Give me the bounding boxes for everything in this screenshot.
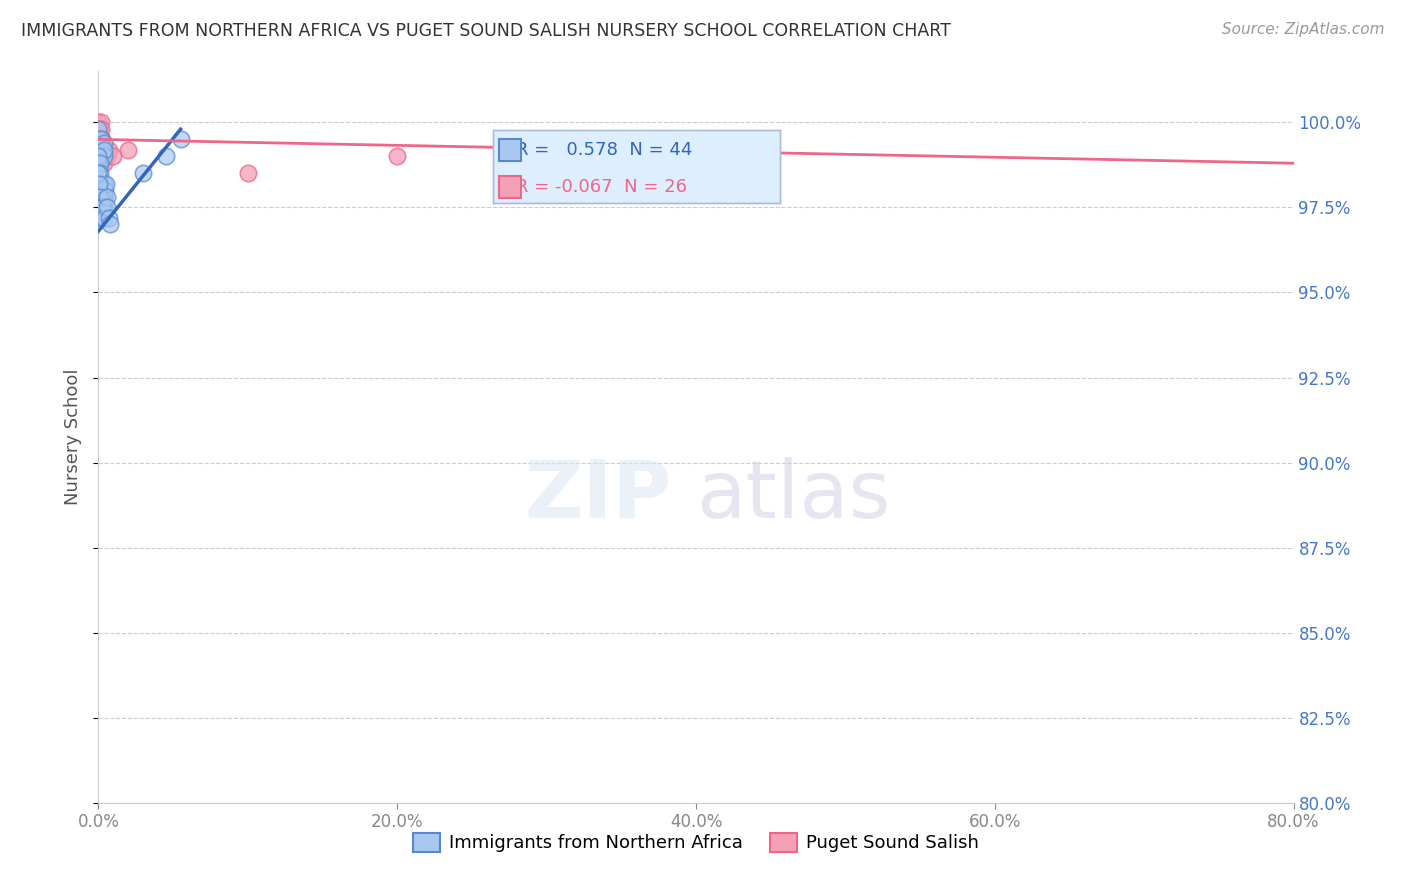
Point xyxy=(87,122,110,136)
Point xyxy=(94,177,117,191)
Point xyxy=(89,166,111,180)
Point xyxy=(385,149,409,163)
Point xyxy=(87,143,110,157)
Point xyxy=(89,177,111,191)
Point xyxy=(96,201,118,215)
Point xyxy=(89,122,111,136)
Point xyxy=(93,149,115,163)
Point xyxy=(91,139,114,153)
Point xyxy=(236,166,259,180)
Point xyxy=(90,132,112,146)
Point xyxy=(90,190,112,204)
Text: ZIP: ZIP xyxy=(524,457,672,534)
Point xyxy=(97,211,120,225)
Point xyxy=(155,149,177,163)
Point xyxy=(89,166,111,180)
Point xyxy=(90,183,112,197)
Point xyxy=(89,122,111,136)
Point xyxy=(87,156,110,170)
Point xyxy=(90,201,112,215)
Point xyxy=(90,132,112,146)
Point xyxy=(87,166,110,180)
Point xyxy=(93,201,115,215)
Point xyxy=(87,115,110,129)
Point xyxy=(89,132,111,146)
Point xyxy=(93,149,115,163)
Point xyxy=(90,177,112,191)
Point xyxy=(97,143,120,157)
Text: Source: ZipAtlas.com: Source: ZipAtlas.com xyxy=(1222,22,1385,37)
Point xyxy=(89,183,111,197)
Point xyxy=(90,201,112,215)
Point xyxy=(93,143,115,157)
Text: atlas: atlas xyxy=(696,457,890,534)
Point xyxy=(91,183,114,197)
Point xyxy=(89,143,111,157)
Point xyxy=(90,149,112,163)
Point xyxy=(87,122,110,136)
Point xyxy=(93,190,115,204)
Point xyxy=(89,156,111,170)
Point xyxy=(93,156,115,170)
Point xyxy=(89,132,111,146)
Point xyxy=(93,177,115,191)
Point xyxy=(89,190,111,204)
Point xyxy=(98,218,122,232)
Point xyxy=(87,149,110,163)
Point xyxy=(90,149,112,163)
Point xyxy=(91,201,114,215)
Point xyxy=(169,132,191,146)
Point xyxy=(90,156,112,170)
Point xyxy=(90,132,112,146)
Y-axis label: Nursery School: Nursery School xyxy=(65,368,83,506)
Point xyxy=(94,183,117,197)
Point xyxy=(91,190,114,204)
Point xyxy=(93,190,115,204)
Legend: Immigrants from Northern Africa, Puget Sound Salish: Immigrants from Northern Africa, Puget S… xyxy=(406,826,986,860)
Point xyxy=(89,132,111,146)
Point xyxy=(132,166,155,180)
Point xyxy=(94,143,117,157)
Point xyxy=(91,146,114,161)
Point xyxy=(90,115,112,129)
Point xyxy=(90,122,112,136)
Point xyxy=(91,149,114,163)
Point xyxy=(89,143,111,157)
Point xyxy=(96,149,118,163)
Point xyxy=(93,136,115,150)
Point xyxy=(90,211,112,225)
Point xyxy=(93,211,115,225)
Point xyxy=(96,190,118,204)
Point xyxy=(91,190,114,204)
Point xyxy=(89,177,111,191)
Point xyxy=(117,143,139,157)
Point xyxy=(91,143,114,157)
Point xyxy=(103,149,125,163)
Text: IMMIGRANTS FROM NORTHERN AFRICA VS PUGET SOUND SALISH NURSERY SCHOOL CORRELATION: IMMIGRANTS FROM NORTHERN AFRICA VS PUGET… xyxy=(21,22,950,40)
Point xyxy=(89,149,111,163)
